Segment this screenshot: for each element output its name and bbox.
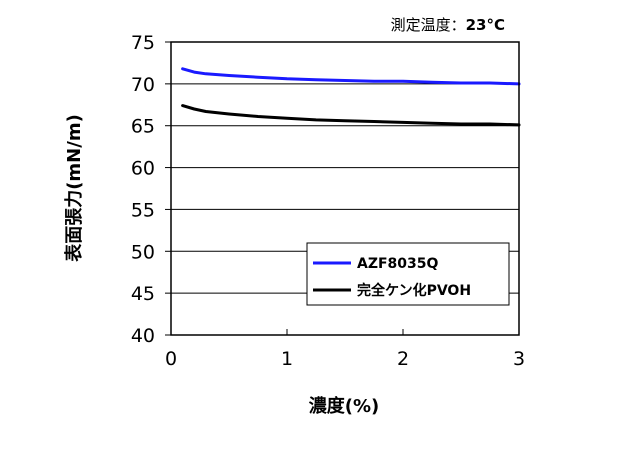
legend-label-azf8035q: AZF8035Q	[357, 256, 439, 272]
y-tick-label: 65	[131, 116, 155, 138]
legend: AZF8035Q 完全ケン化PVOH	[306, 242, 510, 306]
x-axis-title: 濃度(%)	[309, 395, 380, 417]
axis-tick-labels: 40 45 50 55 60 65 70 75 0 1 2 3	[131, 32, 525, 370]
series-line-azf8035q	[181, 67, 521, 86]
axis-ticks	[165, 41, 520, 336]
y-tick-label: 45	[131, 283, 155, 305]
x-tick-label: 1	[281, 348, 293, 370]
series-lines	[181, 67, 521, 127]
y-tick-label: 70	[131, 74, 155, 96]
annotation-prefix: 測定温度：	[391, 16, 466, 34]
y-tick-label: 55	[131, 199, 155, 221]
y-tick-label: 40	[131, 325, 155, 347]
measurement-temperature-annotation: 測定温度：23°C	[391, 16, 505, 34]
annotation-temperature: 23°C	[466, 16, 505, 34]
y-axis-title: 表面張力(mN/m)	[63, 114, 85, 262]
y-tick-label: 60	[131, 158, 155, 180]
y-tick-label: 75	[131, 32, 155, 54]
x-tick-label: 3	[513, 348, 525, 370]
legend-label-pvoh: 完全ケン化PVOH	[357, 282, 471, 299]
series-line-pvoh	[181, 104, 521, 127]
y-tick-label: 50	[131, 241, 155, 263]
x-tick-label: 2	[397, 348, 409, 370]
x-tick-label: 0	[165, 348, 177, 370]
plot-area-frame	[170, 41, 520, 336]
legend-box	[306, 242, 510, 306]
